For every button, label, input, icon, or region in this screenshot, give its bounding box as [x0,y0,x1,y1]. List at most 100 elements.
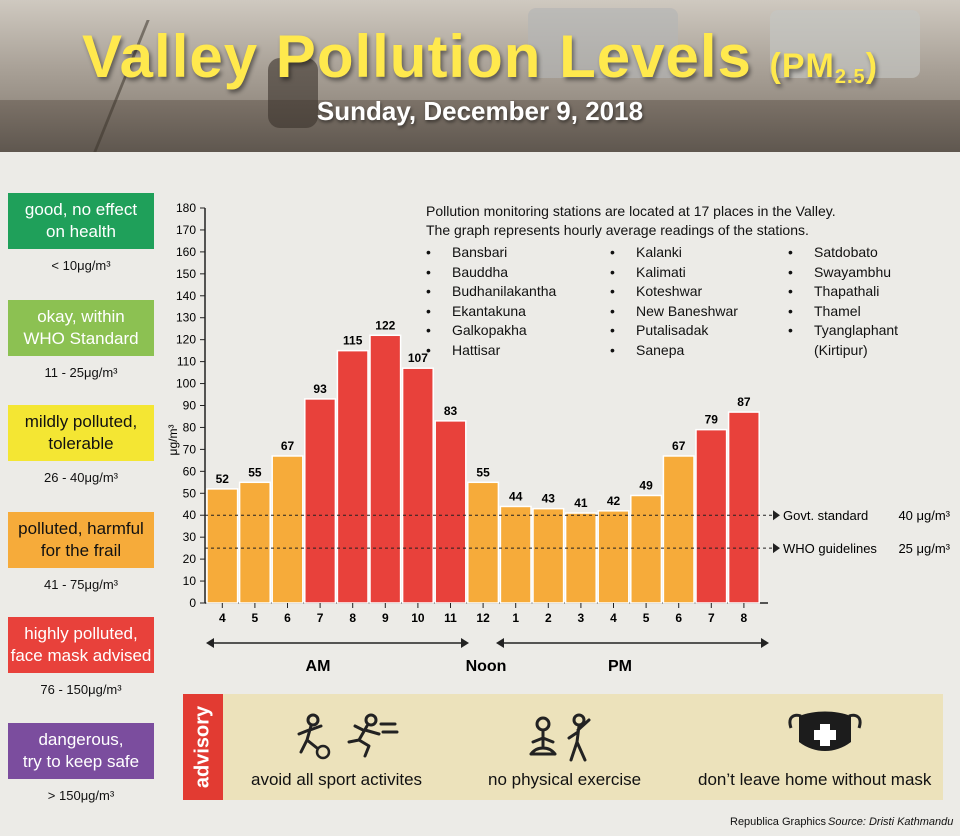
y-tick-label: 0 [189,596,196,610]
x-tick-label: 8 [349,611,356,625]
x-tick-label: 6 [284,611,291,625]
x-tick-label: 7 [317,611,324,625]
noon-label: Noon [466,658,507,675]
data-label: 55 [476,465,490,479]
legend-label: try to keep safe [22,752,140,771]
bar [695,428,728,604]
data-label: 87 [737,395,751,409]
station-item: Hattisar [426,341,556,361]
stations-column: Bansbari Bauddha Budhanilakantha Ekantak… [426,243,556,360]
bar [401,367,434,604]
x-tick-label: 6 [675,611,682,625]
legend-range: 26 - 40μg/m³ [44,470,118,485]
vehicle-background [528,8,678,78]
y-tick-label: 30 [183,530,197,544]
station-item: Ekantakuna [426,302,556,322]
y-tick-label: 60 [183,464,197,478]
y-tick-label: 120 [176,333,196,347]
legend-label: polluted, harmful [18,519,144,538]
legend-label: okay, within [37,307,125,326]
x-tick-label: 1 [512,611,519,625]
data-label: 122 [375,318,395,332]
station-item: Satdobato [788,243,898,263]
data-label: 55 [248,465,262,479]
motorbike-background [268,58,318,128]
station-item: Sanepa [610,341,738,361]
info-line: Pollution monitoring stations are locate… [426,203,836,219]
legend-label: tolerable [48,434,114,453]
x-tick-label: 5 [252,611,259,625]
title-unit: (PM2.5) [769,47,879,88]
data-label: 67 [672,439,686,453]
station-item: Putalisadak [610,321,738,341]
station-item: Thamel [788,302,898,322]
unit-suffix: ) [865,47,879,85]
y-tick-label: 70 [183,442,197,456]
x-tick-label: 8 [741,611,748,625]
am-arrow-head [206,638,214,648]
station-item: Thapathali [788,282,898,302]
x-tick-label: 12 [476,611,490,625]
legend-range: 76 - 150μg/m³ [40,682,122,697]
legend-good: good, no effect on health < 10μg/m³ [8,193,154,273]
source-text: Source: Dristi Kathmandu [828,816,954,828]
y-axis-label: μg/m³ [166,425,180,456]
x-tick-label: 9 [382,611,389,625]
bar [206,488,239,604]
legend-label: WHO Standard [23,329,139,348]
page-title: Valley Pollution Levels (PM2.5) [0,22,960,91]
legend-okay: okay, within WHO Standard 11 - 25μg/m³ [8,300,154,380]
legend-range: > 150μg/m³ [47,788,115,803]
y-tick-label: 20 [183,552,197,566]
x-tick-label: 4 [219,611,226,625]
pm-arrow-head [496,638,504,648]
advisory-label: don’t leave home without mask [698,770,932,789]
station-item: New Baneshwar [610,302,738,322]
data-label: 42 [607,494,621,508]
legend-range: 11 - 25μg/m³ [44,365,118,380]
legend-label: good, no effect [24,200,138,219]
legend-mild: mildly polluted, tolerable 26 - 40μg/m³ [8,405,154,485]
bar [499,505,532,604]
legend-label: mildly polluted, [24,412,138,431]
bar [304,398,337,604]
exercise-icon [529,713,591,762]
y-tick-label: 100 [176,377,196,391]
legend-label: for the frail [40,541,122,560]
credit-text: Republica Graphics [730,816,826,828]
y-tick-label: 40 [183,508,197,522]
bar [630,494,663,604]
info-line: The graph represents hourly average read… [426,222,809,238]
sports-icon [297,713,399,760]
station-item: Bansbari [426,243,556,263]
y-tick-label: 50 [183,486,197,500]
legend-box: dangerous, try to keep safe [8,723,154,779]
legend-label: highly polluted, [24,624,138,643]
y-tick-label: 10 [183,574,197,588]
legend-dangerous: dangerous, try to keep safe > 150μg/m³ [8,723,154,803]
station-item: Koteshwar [610,282,738,302]
bar [467,481,500,604]
date-subtitle: Sunday, December 9, 2018 [316,96,644,126]
data-label: 41 [574,496,588,510]
mask-icon [788,711,862,751]
advisory-panel: advisory avoid all sport activites no ph… [183,694,943,800]
y-tick-label: 140 [176,289,196,303]
threshold-arrow [773,510,780,521]
y-tick-label: 110 [177,355,196,369]
threshold-value: 40 μg/m³ [898,508,950,523]
bar [271,455,304,604]
advisory-label: no physical exercise [488,770,642,789]
am-arrow-head [461,638,469,648]
y-tick-label: 170 [176,223,196,237]
road-background [0,100,960,152]
station-item: (Kirtipur) [814,341,868,358]
vehicle-background [770,10,920,78]
station-item: Kalanki [610,243,738,263]
data-label: 93 [313,382,327,396]
unit-prefix: (PM [769,47,835,85]
threshold-label: WHO guidelines [783,541,877,556]
threshold-label: Govt. standard [783,508,868,523]
y-tick-label: 90 [183,399,197,413]
